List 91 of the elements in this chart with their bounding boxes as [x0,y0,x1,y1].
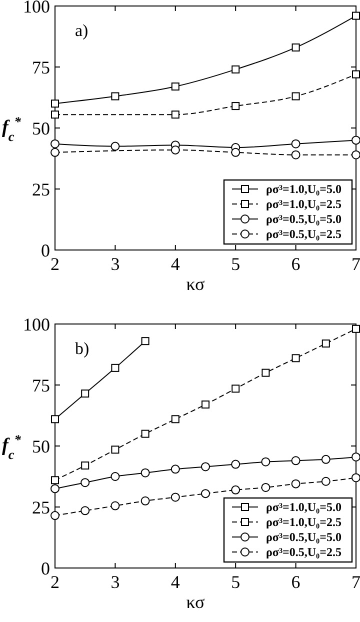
point [322,340,330,348]
y-tick-label: 100 [23,314,50,334]
point [292,354,300,362]
y-tick-label: 75 [32,375,50,396]
point [81,390,90,398]
point [111,92,120,100]
point [171,82,180,91]
point [291,479,300,488]
x-tick-label: 3 [110,254,120,274]
point [352,473,360,482]
x-tick-label: 5 [231,572,240,592]
point [292,43,300,52]
point [201,462,210,472]
x-tick-label: 2 [50,254,60,274]
legend-label: ρσ³=0.5,U₀=2.5 [266,545,342,560]
legend-label: ρσ³=0.5,U₀=5.0 [266,212,342,226]
point [170,464,180,474]
point [291,139,300,148]
x-axis-title: κσ [186,274,205,294]
point [201,489,210,498]
point [352,452,360,462]
x-tick-label: 4 [170,254,180,274]
point [51,100,59,108]
point [352,136,360,145]
point [171,415,180,424]
point [51,110,59,119]
y-tick-label: 50 [32,118,50,138]
point [231,460,240,469]
point [110,142,120,151]
point [231,148,240,157]
x-tick-label: 7 [352,572,360,592]
point [352,150,360,160]
x-axis-title: κσ [186,592,205,612]
x-tick-label: 4 [170,572,180,592]
point [261,482,270,492]
point [352,70,360,78]
legend-label: ρσ³=0.5,U₀=2.5 [266,227,342,242]
y-tick-label: 100 [23,0,50,16]
y-tick-label: 25 [32,179,50,200]
x-tick-label: 7 [352,254,360,274]
legend-label: ρσ³=1.0,U₀=5.0 [266,500,342,514]
point [261,457,270,466]
point [202,400,210,409]
y-tick-label: 25 [32,497,50,518]
point [352,324,360,333]
y-tick-label: 50 [32,436,50,456]
point [141,337,150,346]
point [141,430,150,438]
x-tick-label: 6 [291,572,300,592]
y-tick-label: 0 [41,558,50,578]
point [140,468,150,478]
point [292,92,300,100]
point [232,102,240,110]
point [262,368,270,377]
annotation: a) [75,21,88,40]
point [50,484,60,494]
point [321,476,330,486]
point [50,139,60,148]
point [352,12,360,20]
x-tick-label: 6 [291,254,300,274]
point [232,384,240,393]
point [140,496,150,506]
point [80,506,90,516]
x-tick-label: 2 [50,572,60,592]
point [50,148,60,157]
point [51,476,59,484]
point [111,446,120,454]
point [111,364,120,372]
x-tick-label: 3 [110,572,120,592]
legend-label: ρσ³=0.5,U₀=5.0 [266,530,342,544]
point [110,501,120,510]
annotation: b) [75,339,90,358]
point [291,456,300,466]
point [110,472,120,481]
point [291,150,300,160]
y-tick-label: 0 [41,240,50,260]
legend-label: ρσ³=1.0,U₀=2.5 [266,197,342,212]
point [321,454,330,464]
point [51,415,59,424]
point [170,145,180,154]
x-tick-label: 5 [231,254,240,274]
y-tick-label: 75 [32,57,50,78]
point [170,492,180,502]
point [50,511,60,520]
point [231,485,240,494]
legend-label: ρσ³=1.0,U₀=2.5 [266,515,342,530]
point [81,462,90,470]
point [80,478,90,488]
point [171,110,180,119]
legend-label: ρσ³=1.0,U₀=5.0 [266,182,342,196]
point [232,65,240,74]
